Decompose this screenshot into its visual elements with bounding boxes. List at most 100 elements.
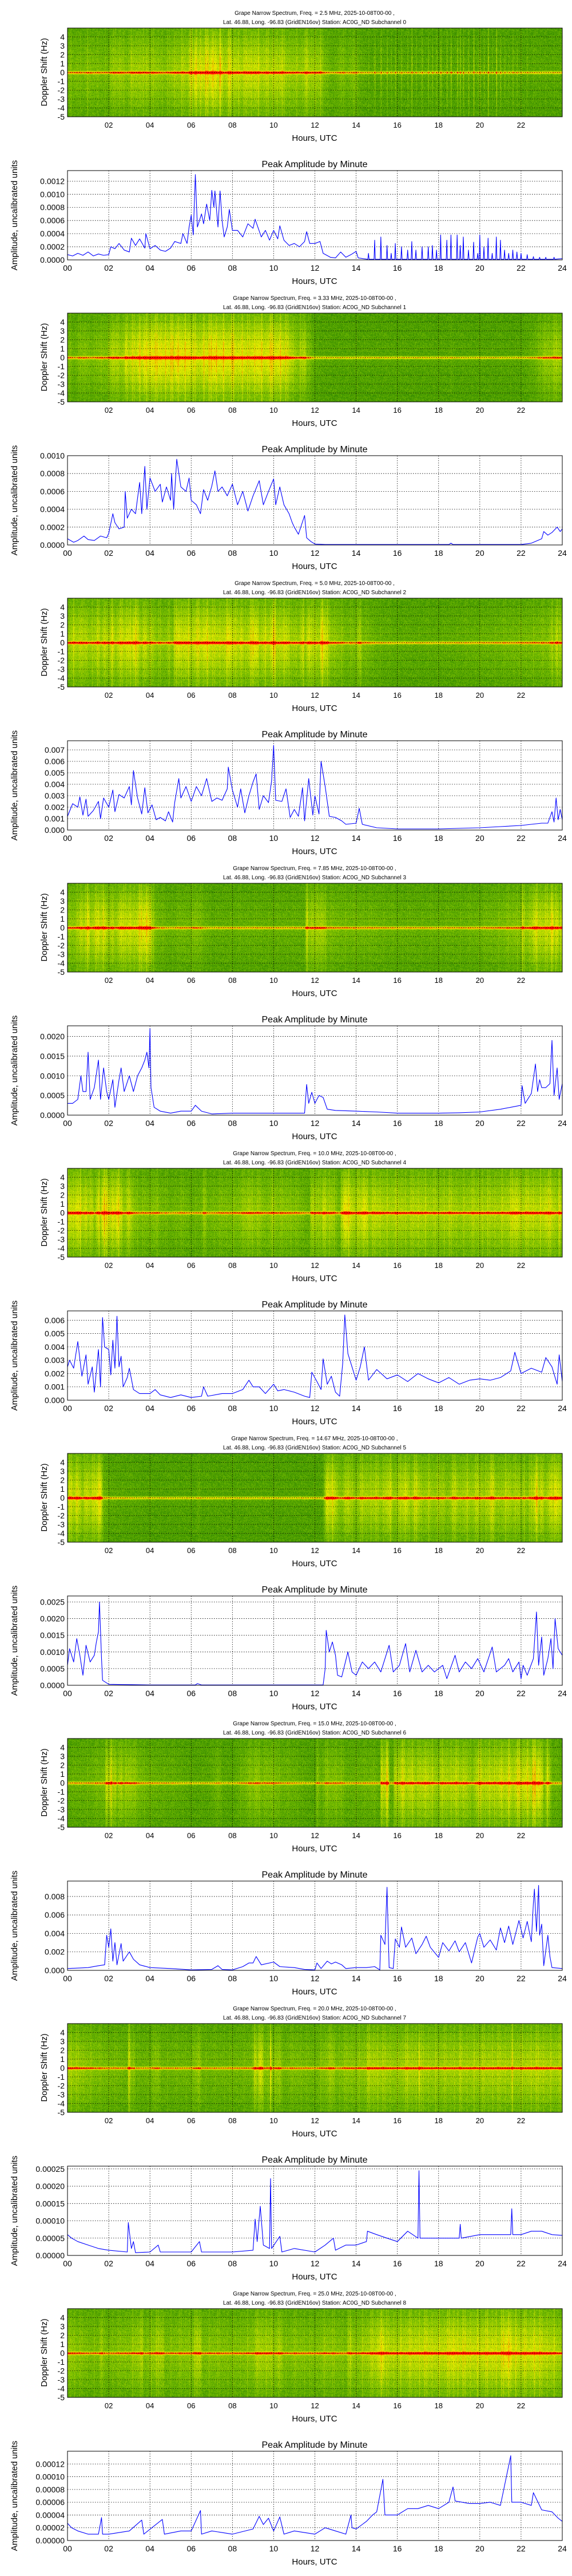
y-tick-label: 2 [60,1761,65,1770]
y-tick-label: 0.005 [45,1329,65,1338]
x-axis-label: Hours, UTC [292,1844,337,1854]
y-tick-label: 0.000 [45,1966,65,1975]
x-tick-label: 08 [228,1404,237,1413]
x-tick-label: 24 [558,1689,567,1698]
spectrogram-frame [67,1738,563,1828]
x-tick-label: 10 [269,2544,279,2553]
y-tick-label: -1 [58,932,65,941]
amplitude-line [67,1601,563,1685]
panel-axes: Grape Narrow Spectrum, Freq. = 20.0 MHz,… [10,2006,567,2281]
x-tick-label: 20 [476,976,484,985]
spectrogram-title-line1: Grape Narrow Spectrum, Freq. = 14.67 MHz… [232,1436,398,1442]
y-tick-label: -5 [58,1538,65,1547]
x-tick-label: 18 [434,2544,443,2553]
y-tick-label: 0.0005 [40,1664,65,1673]
x-tick-label: 04 [145,1974,154,1983]
x-tick-label: 14 [352,691,360,700]
y-tick-label: -2 [58,2081,65,2091]
y-tick-label: 0.006 [45,1315,65,1325]
panel-axes: Grape Narrow Spectrum, Freq. = 7.85 MHz,… [10,866,567,1140]
x-axis-label: Hours, UTC [292,704,337,713]
x-tick-label: 18 [434,833,443,843]
x-tick-label: 02 [105,2116,113,2125]
x-tick-label: 02 [104,2259,113,2268]
y-tick-label: -4 [58,2099,65,2108]
panel-axes: Grape Narrow Spectrum, Freq. = 15.0 MHz,… [10,1721,567,1996]
x-tick-label: 06 [187,2116,195,2125]
x-tick-label: 02 [104,548,113,558]
x-tick-label: 20 [476,121,484,129]
x-tick-label: 04 [145,2544,154,2553]
y-tick-label: 0 [60,1779,65,1788]
x-tick-label: 14 [352,1261,360,1270]
x-tick-label: 06 [187,406,195,414]
y-tick-label: -1 [58,1502,65,1511]
y-tick-label: -3 [58,380,65,389]
x-tick-label: 06 [186,1974,196,1983]
x-tick-label: 20 [476,2116,484,2125]
line-plot-title: Peak Amplitude by Minute [262,1015,368,1025]
line-plot-frame [67,1310,563,1401]
amplitude-line [67,2455,563,2535]
x-tick-label: 14 [352,976,360,985]
y-tick-label: -4 [58,2384,65,2393]
y-tick-label: 3 [60,611,65,621]
y-tick-label: -3 [58,1805,65,1814]
x-tick-label: 14 [352,2259,361,2268]
spectrogram-title-line1: Grape Narrow Spectrum, Freq. = 5.0 MHz, … [235,580,395,587]
x-tick-label: 04 [145,263,154,272]
x-tick-label: 18 [435,1831,443,1840]
y-tick-label: -5 [58,1253,65,1262]
spectrogram-title-line1: Grape Narrow Spectrum, Freq. = 10.0 MHz,… [233,1151,396,1157]
y-tick-label: -3 [58,2090,65,2099]
channel-panel: Grape Narrow Spectrum, Freq. = 25.0 MHz,… [0,2281,572,2566]
y-axis-label: Amplitude, uncalibrated units [10,1301,19,1411]
y-tick-label: 0 [60,2064,65,2073]
line-plot-title: Peak Amplitude by Minute [262,1585,368,1595]
spectrogram-frame [67,313,563,402]
y-tick-label: 1 [60,1769,65,1779]
x-axis-label: Hours, UTC [292,1559,337,1568]
x-tick-label: 12 [311,2116,319,2125]
y-tick-label: 0.0002 [40,523,65,532]
x-tick-label: 06 [186,1404,196,1413]
y-tick-label: 0.0002 [40,242,65,251]
y-tick-label: -2 [58,941,65,950]
y-tick-label: 4 [60,318,65,327]
amplitude-line [67,174,563,260]
x-tick-label: 08 [228,1831,236,1840]
x-tick-label: 04 [146,2116,154,2125]
x-tick-label: 14 [352,121,360,129]
y-tick-label: -3 [58,1520,65,1529]
y-tick-label: 0.006 [45,1910,65,1919]
x-tick-label: 00 [63,2259,72,2268]
y-tick-label: 2 [60,335,65,345]
x-tick-label: 08 [228,406,236,414]
spectrogram-frame [67,27,563,117]
x-tick-label: 22 [517,1546,525,1555]
x-tick-label: 20 [475,833,484,843]
x-tick-label: 20 [475,1974,484,1983]
x-tick-label: 20 [476,1831,484,1840]
x-tick-label: 12 [311,1261,319,1270]
y-tick-label: 3 [60,2322,65,2331]
x-tick-label: 18 [434,1689,443,1698]
x-tick-label: 10 [269,1546,277,1555]
y-tick-label: 0.00005 [35,2234,65,2243]
x-tick-label: 24 [558,2259,567,2268]
x-axis-label: Hours, UTC [292,2414,337,2424]
plot-background [67,2166,562,2255]
x-tick-label: 08 [228,263,237,272]
x-tick-label: 02 [105,121,113,129]
y-tick-label: -2 [58,656,65,665]
x-tick-label: 06 [186,1689,196,1698]
line-plot-title: Peak Amplitude by Minute [262,160,368,169]
y-axis-label: Doppler Shift (Hz) [39,1178,49,1246]
x-tick-label: 06 [186,548,196,558]
y-tick-label: 0.0025 [40,1597,65,1606]
y-tick-label: 3 [60,896,65,906]
y-tick-label: -2 [58,371,65,380]
channel-panel: Grape Narrow Spectrum, Freq. = 10.0 MHz,… [0,1140,572,1425]
x-tick-label: 12 [311,1404,320,1413]
y-tick-label: 0.00000 [35,2251,65,2260]
